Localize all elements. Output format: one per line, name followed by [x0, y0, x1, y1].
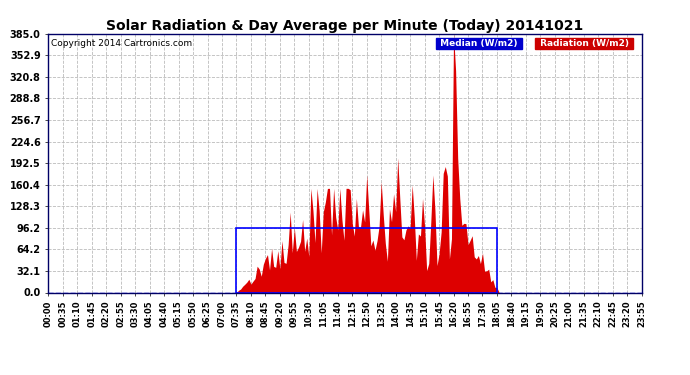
Text: Radiation (W/m2): Radiation (W/m2)	[537, 39, 632, 48]
Text: Copyright 2014 Cartronics.com: Copyright 2014 Cartronics.com	[51, 39, 193, 48]
Bar	[237, 228, 497, 292]
Title: Solar Radiation & Day Average per Minute (Today) 20141021: Solar Radiation & Day Average per Minute…	[106, 19, 584, 33]
Text: Median (W/m2): Median (W/m2)	[437, 39, 520, 48]
